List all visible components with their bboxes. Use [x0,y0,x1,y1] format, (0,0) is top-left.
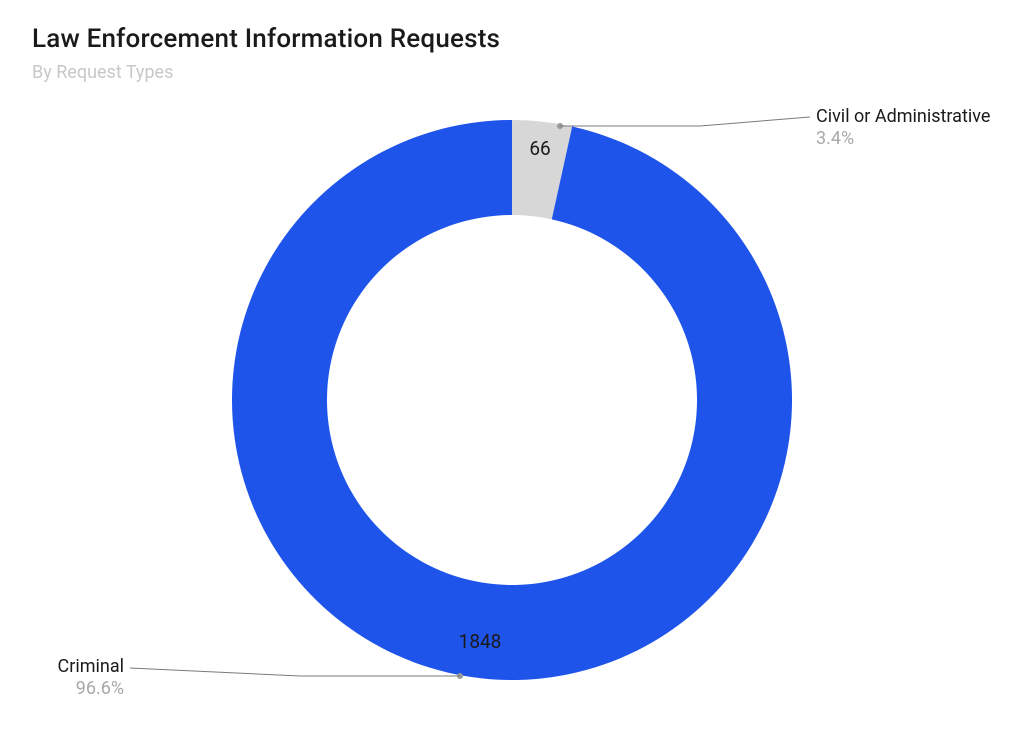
slice-value-label: 66 [529,137,550,160]
legend-percent: 96.6% [76,678,124,699]
donut-chart: 66 Civil or Administrative3.4% 1848 Crimina… [0,0,1024,729]
donut-slice [232,120,792,680]
slice-value-label: 1848 [459,630,502,653]
leader-line [130,668,460,676]
legend-name: Civil or Administrative [816,106,990,127]
legend-percent: 3.4% [816,128,854,149]
leader-line [560,117,810,126]
legend-name: Criminal [58,656,124,677]
